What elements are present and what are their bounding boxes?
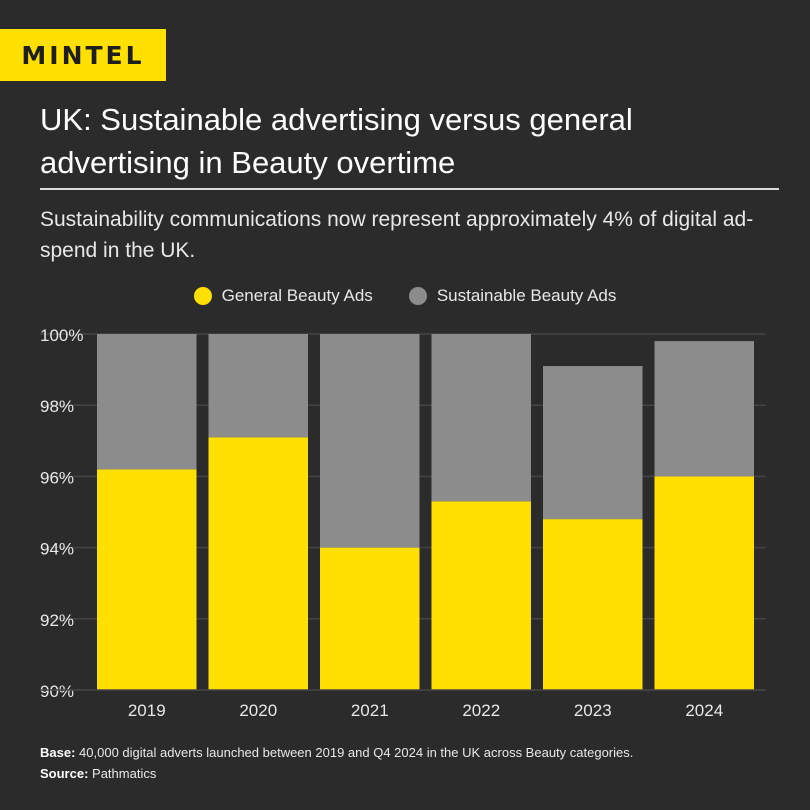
chart-footer: Base: 40,000 digital adverts launched be… bbox=[40, 742, 633, 784]
mintel-logo: MINTEL bbox=[0, 29, 166, 81]
title-divider bbox=[40, 188, 779, 190]
bar-general-2020 bbox=[208, 437, 308, 690]
bar-general-2021 bbox=[320, 547, 420, 690]
source-label: Source: bbox=[40, 766, 89, 781]
base-label: Base: bbox=[40, 745, 76, 760]
bar-general-2023 bbox=[543, 519, 643, 690]
y-tick-label: 96% bbox=[40, 468, 74, 487]
legend-swatch-general bbox=[193, 287, 212, 305]
legend-label-sustainable: Sustainable Beauty Ads bbox=[436, 286, 617, 305]
x-tick-label: 2019 bbox=[128, 701, 166, 720]
base-text: 40,000 digital adverts launched between … bbox=[79, 745, 634, 760]
brand-name: MINTEL bbox=[21, 40, 145, 70]
y-tick-label: 90% bbox=[40, 682, 74, 701]
footer-base: Base: 40,000 digital adverts launched be… bbox=[40, 742, 633, 763]
bar-sustainable-2021 bbox=[320, 334, 420, 548]
chart-title: UK: Sustainable advertising versus gener… bbox=[40, 102, 633, 180]
bar-sustainable-2022 bbox=[431, 334, 531, 502]
y-tick-label: 92% bbox=[40, 611, 74, 630]
bar-sustainable-2020 bbox=[208, 334, 308, 438]
legend-label-general: General Beauty Ads bbox=[221, 286, 373, 305]
footer-source: Source: Pathmatics bbox=[40, 763, 633, 784]
legend-item-general: General Beauty Ads bbox=[193, 286, 373, 306]
x-tick-label: 2020 bbox=[239, 701, 277, 720]
bar-general-2019 bbox=[97, 469, 197, 690]
source-text: Pathmatics bbox=[92, 766, 157, 781]
legend-item-sustainable: Sustainable Beauty Ads bbox=[408, 286, 617, 306]
stacked-bar-chart: 90% 92% 94% 96% 98% 100% 2019 2020 2021 2022 2023 2… bbox=[40, 326, 766, 720]
y-tick-label: 100% bbox=[40, 326, 83, 345]
bar-sustainable-2023 bbox=[543, 366, 643, 520]
y-tick-label: 98% bbox=[40, 397, 74, 416]
bar-sustainable-2024 bbox=[654, 341, 754, 477]
legend-swatch-sustainable bbox=[408, 287, 427, 305]
bar-general-2024 bbox=[654, 476, 754, 690]
x-tick-label: 2022 bbox=[462, 701, 500, 720]
x-tick-label: 2023 bbox=[574, 701, 612, 720]
chart-legend: General Beauty Ads Sustainable Beauty Ad… bbox=[0, 286, 810, 306]
x-tick-label: 2021 bbox=[351, 701, 389, 720]
y-tick-label: 94% bbox=[40, 540, 74, 559]
bar-sustainable-2019 bbox=[97, 334, 197, 470]
chart-subtitle: Sustainability communications now repres… bbox=[40, 208, 754, 262]
bar-general-2022 bbox=[431, 501, 531, 690]
x-tick-label: 2024 bbox=[685, 701, 723, 720]
